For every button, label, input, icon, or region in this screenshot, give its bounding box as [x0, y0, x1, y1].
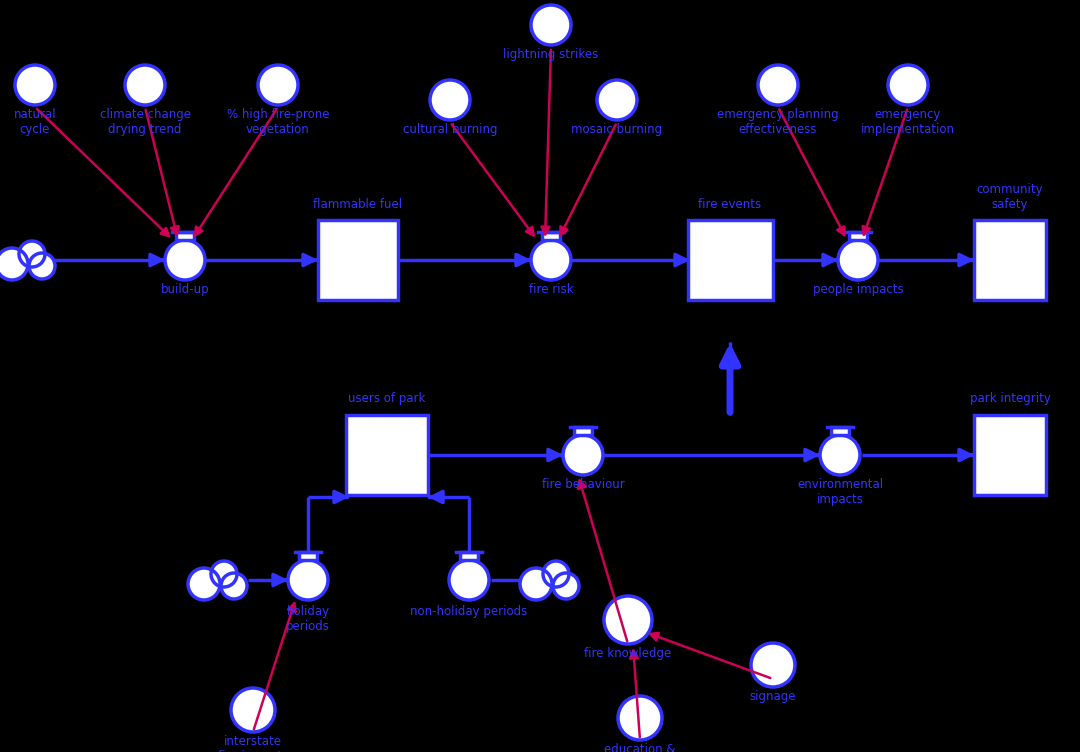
- Text: signage: signage: [750, 690, 796, 703]
- Text: climate change
drying trend: climate change drying trend: [99, 108, 190, 136]
- Circle shape: [543, 561, 569, 587]
- Circle shape: [758, 65, 798, 105]
- Text: education &
promotion: education & promotion: [604, 743, 676, 752]
- Bar: [974, 415, 1047, 495]
- Circle shape: [838, 240, 878, 280]
- Text: fire risk: fire risk: [529, 283, 573, 296]
- Bar: [460, 552, 478, 560]
- Circle shape: [604, 596, 652, 644]
- Text: users of park: users of park: [349, 392, 426, 405]
- Circle shape: [519, 568, 552, 600]
- Text: fire knowledge: fire knowledge: [584, 647, 672, 660]
- Circle shape: [211, 561, 237, 587]
- Text: build-up: build-up: [161, 283, 210, 296]
- Text: lightning strikes: lightning strikes: [503, 48, 598, 61]
- Bar: [849, 232, 867, 240]
- Bar: [542, 232, 561, 240]
- Text: non-holiday periods: non-holiday periods: [410, 605, 528, 618]
- Text: flammable fuel: flammable fuel: [313, 198, 403, 211]
- Text: community
safety: community safety: [976, 183, 1043, 211]
- Circle shape: [125, 65, 165, 105]
- Circle shape: [15, 65, 55, 105]
- Circle shape: [188, 568, 220, 600]
- Bar: [688, 220, 772, 300]
- Text: natural
cycle: natural cycle: [14, 108, 56, 136]
- Circle shape: [531, 240, 571, 280]
- Text: cultural burning: cultural burning: [403, 123, 497, 136]
- Circle shape: [820, 435, 860, 475]
- Circle shape: [597, 80, 637, 120]
- Text: holiday
periods: holiday periods: [286, 605, 329, 633]
- Bar: [573, 427, 592, 435]
- Circle shape: [165, 240, 205, 280]
- Text: interstate
fire impacts: interstate fire impacts: [218, 735, 288, 752]
- Bar: [974, 220, 1047, 300]
- Text: fire events: fire events: [699, 198, 761, 211]
- Text: mosaic burning: mosaic burning: [571, 123, 662, 136]
- Circle shape: [751, 643, 795, 687]
- Bar: [299, 552, 318, 560]
- Bar: [318, 220, 399, 300]
- Circle shape: [430, 80, 470, 120]
- Circle shape: [258, 65, 298, 105]
- Circle shape: [221, 573, 247, 599]
- Text: % high fire-prone
vegetation: % high fire-prone vegetation: [227, 108, 329, 136]
- Circle shape: [563, 435, 603, 475]
- Text: environmental
impacts: environmental impacts: [797, 478, 883, 506]
- Circle shape: [19, 241, 45, 267]
- Circle shape: [288, 560, 328, 600]
- Circle shape: [618, 696, 662, 740]
- Circle shape: [553, 573, 579, 599]
- Bar: [176, 232, 194, 240]
- Text: people impacts: people impacts: [812, 283, 903, 296]
- Circle shape: [531, 5, 571, 45]
- Text: fire behaviour: fire behaviour: [542, 478, 624, 491]
- Text: emergency
implementation: emergency implementation: [861, 108, 955, 136]
- Circle shape: [0, 248, 28, 280]
- Circle shape: [888, 65, 928, 105]
- Text: park integrity: park integrity: [970, 392, 1051, 405]
- Circle shape: [29, 253, 55, 279]
- Bar: [831, 427, 849, 435]
- Circle shape: [231, 688, 275, 732]
- Circle shape: [449, 560, 489, 600]
- Bar: [346, 415, 428, 495]
- Text: emergency planning
effectiveness: emergency planning effectiveness: [717, 108, 839, 136]
